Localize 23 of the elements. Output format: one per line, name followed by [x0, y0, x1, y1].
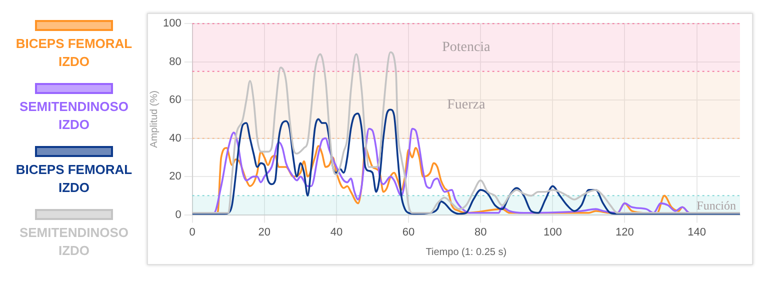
- y-tick-label: 0: [175, 208, 182, 221]
- band-label: Fuerza: [447, 98, 486, 113]
- text: SEMITENDINOSO IZDO: [18, 224, 130, 260]
- text: BICEPS FEMORAL IZDO: [14, 161, 134, 197]
- y-axis-title: Amplitud (%): [148, 90, 160, 148]
- x-tick-label: 20: [258, 226, 271, 238]
- y-tick-label: 80: [169, 56, 182, 68]
- x-tick-label: 60: [402, 226, 415, 238]
- x-tick-label: 80: [474, 226, 487, 238]
- band-label: Potencia: [442, 40, 492, 56]
- band-label: Función: [696, 198, 736, 212]
- x-tick-label: 40: [330, 226, 343, 238]
- x-axis-title: Tiempo (1: 0.25 s): [426, 246, 507, 258]
- x-tick-label: 100: [543, 226, 562, 238]
- y-tick-label: 20: [169, 170, 182, 183]
- y-tick-label: 40: [169, 132, 182, 144]
- text: SEMITENDINOSO IZDO: [18, 98, 130, 134]
- x-tick-label: 120: [616, 226, 634, 238]
- x-tick-label: 0: [189, 226, 196, 238]
- text: BICEPS FEMORAL IZDO: [14, 35, 134, 71]
- y-tick-label: 100: [162, 18, 182, 30]
- y-tick-label: 60: [169, 94, 182, 106]
- x-tick-label: 140: [688, 226, 706, 238]
